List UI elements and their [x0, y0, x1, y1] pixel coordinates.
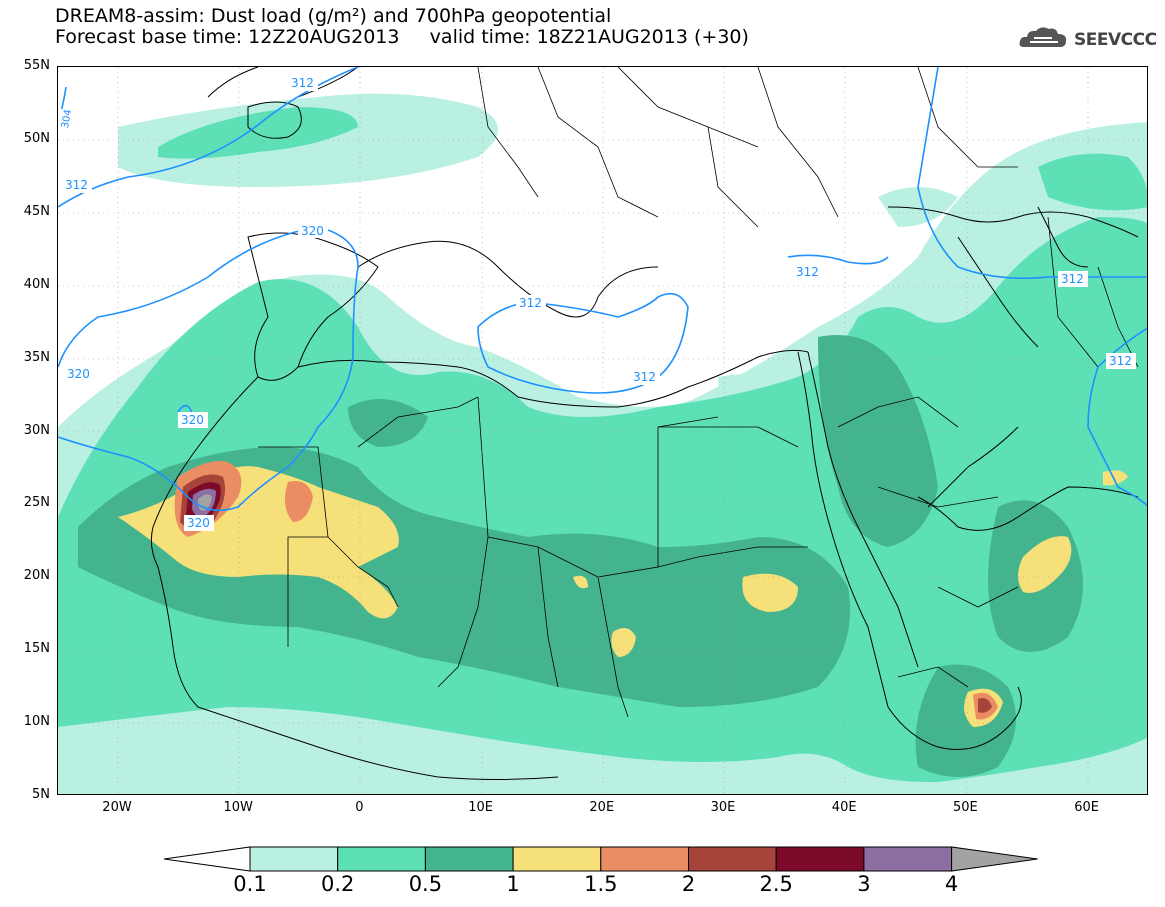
logo-text: SEEVCCC — [1074, 30, 1157, 50]
contour-label-7: 312 — [633, 370, 656, 384]
colorbar-tick-label: 2 — [681, 872, 696, 896]
contour-label-11: 312 — [1061, 272, 1084, 286]
contour-label-3: 312 — [65, 178, 88, 192]
title-line-2: Forecast base time: 12Z20AUG2013 valid t… — [55, 26, 749, 48]
contour-label-1: 312 — [291, 76, 314, 90]
contour-label-12: 312 — [1109, 354, 1132, 368]
colorbar — [163, 846, 1038, 872]
contour-label-10: 320 — [187, 516, 210, 530]
longitude-tick-label: 40E — [831, 800, 857, 815]
seevccc-logo: SEEVCCC — [1018, 26, 1157, 54]
country-borders — [258, 67, 1139, 718]
longitude-tick-label: 10W — [223, 800, 253, 815]
contour-312-turkey — [787, 254, 889, 265]
contour-label-5: 320 — [181, 413, 204, 427]
latitude-tick-label: 35N — [23, 349, 50, 365]
colorbar-tick-label: 0.5 — [408, 872, 443, 896]
latitude-tick-label: 20N — [23, 568, 50, 584]
latitude-tick-label: 45N — [23, 203, 50, 219]
contour-label-group: 312 304 312 320 320 312 312 312 320 320 … — [58, 75, 1136, 531]
colorbar-tick-label: 0.1 — [233, 872, 267, 896]
map-panel: 312 304 312 320 320 312 312 312 320 320 … — [57, 66, 1148, 795]
latitude-tick-label: 40N — [23, 276, 50, 292]
longitude-tick-label: 60E — [1074, 800, 1099, 815]
colorbar-tick-label: 2.5 — [759, 872, 793, 896]
latitude-tick-label: 5N — [32, 787, 50, 802]
longitude-tick-label: 20W — [102, 800, 132, 815]
colorbar-tick-label: 0.2 — [320, 872, 355, 896]
contour-312-med — [477, 292, 689, 394]
latitude-tick-label: 55N — [23, 58, 50, 73]
contour-label-6: 312 — [519, 296, 542, 310]
latitude-tick-label: 15N — [23, 641, 50, 657]
chart-title: DREAM8-assim: Dust load (g/m²) and 700hP… — [55, 6, 749, 48]
colorbar-tick-label: 1 — [506, 872, 520, 896]
longitude-tick-label: 10E — [468, 800, 493, 815]
dust-load-map: 312 304 312 320 320 312 312 312 320 320 … — [58, 67, 1147, 794]
contour-312-east — [917, 67, 1147, 279]
contour-label-4: 320 — [301, 224, 324, 238]
longitude-tick-label: 20E — [589, 800, 615, 815]
title-line-1: DREAM8-assim: Dust load (g/m²) and 700hP… — [55, 5, 612, 27]
latitude-tick-label: 50N — [23, 130, 50, 146]
longitude-tick-label: 0 — [355, 800, 364, 815]
gridlines — [58, 67, 1147, 794]
latitude-tick-label: 25N — [23, 495, 50, 511]
colorbar-cell — [688, 846, 777, 872]
coastlines — [150, 67, 1139, 780]
colorbar-cell — [775, 846, 865, 872]
colorbar-arrow-left — [163, 846, 251, 872]
longitude-tick-label: 30E — [710, 800, 736, 815]
colorbar-tick-label: 4 — [944, 872, 959, 896]
longitude-tick-label: 50E — [953, 800, 978, 815]
colorbar-tick-label: 3 — [857, 872, 871, 896]
cloud-icon — [1018, 25, 1070, 55]
contour-label-2: 304 — [60, 109, 74, 130]
colorbar-cell — [249, 846, 339, 872]
colorbar-cell — [863, 846, 953, 872]
latitude-tick-label: 30N — [23, 422, 50, 438]
colorbar-arrow-right — [951, 846, 1038, 872]
colorbar-cell — [424, 846, 514, 872]
colorbar-cell — [600, 846, 689, 872]
contour-320 — [58, 226, 359, 512]
colorbar-cell — [337, 846, 426, 872]
contour-label-8: 312 — [796, 265, 819, 279]
contour-label-9: 320 — [67, 367, 90, 381]
colorbar-cell — [512, 846, 602, 872]
latitude-tick-label: 10N — [23, 714, 50, 730]
colorbar-tick-label: 1.5 — [584, 872, 618, 896]
